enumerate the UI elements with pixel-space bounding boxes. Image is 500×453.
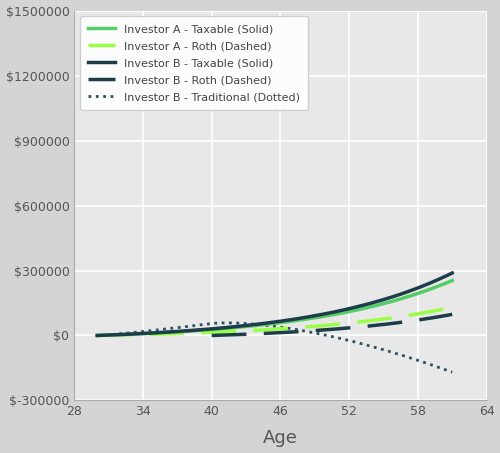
- X-axis label: Age: Age: [263, 429, 298, 448]
- Investor A - Roth (Dashed): [449, 304, 455, 310]
- Investor B - Taxable (Solid): [304, 314, 310, 320]
- Investor B - Traditional (Dotted): [417, 358, 423, 364]
- Investor B - Taxable (Solid): [306, 314, 312, 319]
- Investor A - Taxable (Solid): [312, 315, 318, 321]
- Investor A - Taxable (Solid): [449, 278, 455, 283]
- Line: Investor B - Roth (Dashed): Investor B - Roth (Dashed): [212, 314, 452, 336]
- Investor B - Roth (Dashed): [208, 333, 214, 338]
- Investor B - Taxable (Solid): [96, 333, 102, 338]
- Line: Investor B - Taxable (Solid): Investor B - Taxable (Solid): [97, 273, 452, 336]
- Investor B - Roth (Dashed): [218, 333, 224, 338]
- Investor B - Roth (Dashed): [254, 331, 260, 337]
- Investor B - Traditional (Dotted): [306, 329, 312, 334]
- Investor A - Roth (Dashed): [304, 324, 310, 330]
- Investor A - Taxable (Solid): [96, 333, 102, 338]
- Investor B - Taxable (Solid): [94, 333, 100, 338]
- Investor B - Taxable (Solid): [416, 285, 422, 290]
- Investor B - Traditional (Dotted): [306, 329, 312, 335]
- Investor B - Roth (Dashed): [449, 312, 455, 317]
- Investor B - Traditional (Dotted): [224, 320, 230, 326]
- Investor A - Taxable (Solid): [416, 290, 422, 296]
- Investor B - Taxable (Solid): [312, 313, 318, 318]
- Investor B - Traditional (Dotted): [94, 333, 100, 338]
- Investor A - Taxable (Solid): [394, 297, 400, 303]
- Investor B - Roth (Dashed): [273, 330, 279, 336]
- Investor A - Roth (Dashed): [394, 314, 400, 320]
- Investor B - Roth (Dashed): [437, 314, 443, 319]
- Investor A - Roth (Dashed): [94, 333, 100, 338]
- Legend: Investor A - Taxable (Solid), Investor A - Roth (Dashed), Investor B - Taxable (: Investor A - Taxable (Solid), Investor A…: [80, 16, 308, 110]
- Investor B - Taxable (Solid): [394, 293, 400, 298]
- Investor A - Roth (Dashed): [96, 333, 102, 338]
- Investor B - Traditional (Dotted): [394, 351, 400, 357]
- Line: Investor B - Traditional (Dotted): Investor B - Traditional (Dotted): [97, 323, 452, 372]
- Investor B - Roth (Dashed): [223, 333, 229, 338]
- Investor B - Traditional (Dotted): [449, 370, 455, 375]
- Investor A - Roth (Dashed): [312, 323, 318, 329]
- Investor B - Taxable (Solid): [449, 270, 455, 276]
- Line: Investor A - Roth (Dashed): Investor A - Roth (Dashed): [97, 307, 452, 336]
- Investor B - Roth (Dashed): [428, 315, 434, 321]
- Investor A - Taxable (Solid): [304, 316, 310, 322]
- Line: Investor A - Taxable (Solid): Investor A - Taxable (Solid): [97, 280, 452, 336]
- Investor A - Roth (Dashed): [306, 324, 312, 329]
- Investor B - Traditional (Dotted): [96, 333, 102, 338]
- Investor A - Taxable (Solid): [94, 333, 100, 338]
- Investor A - Roth (Dashed): [416, 311, 422, 316]
- Investor B - Traditional (Dotted): [312, 330, 318, 336]
- Investor A - Taxable (Solid): [306, 316, 312, 322]
